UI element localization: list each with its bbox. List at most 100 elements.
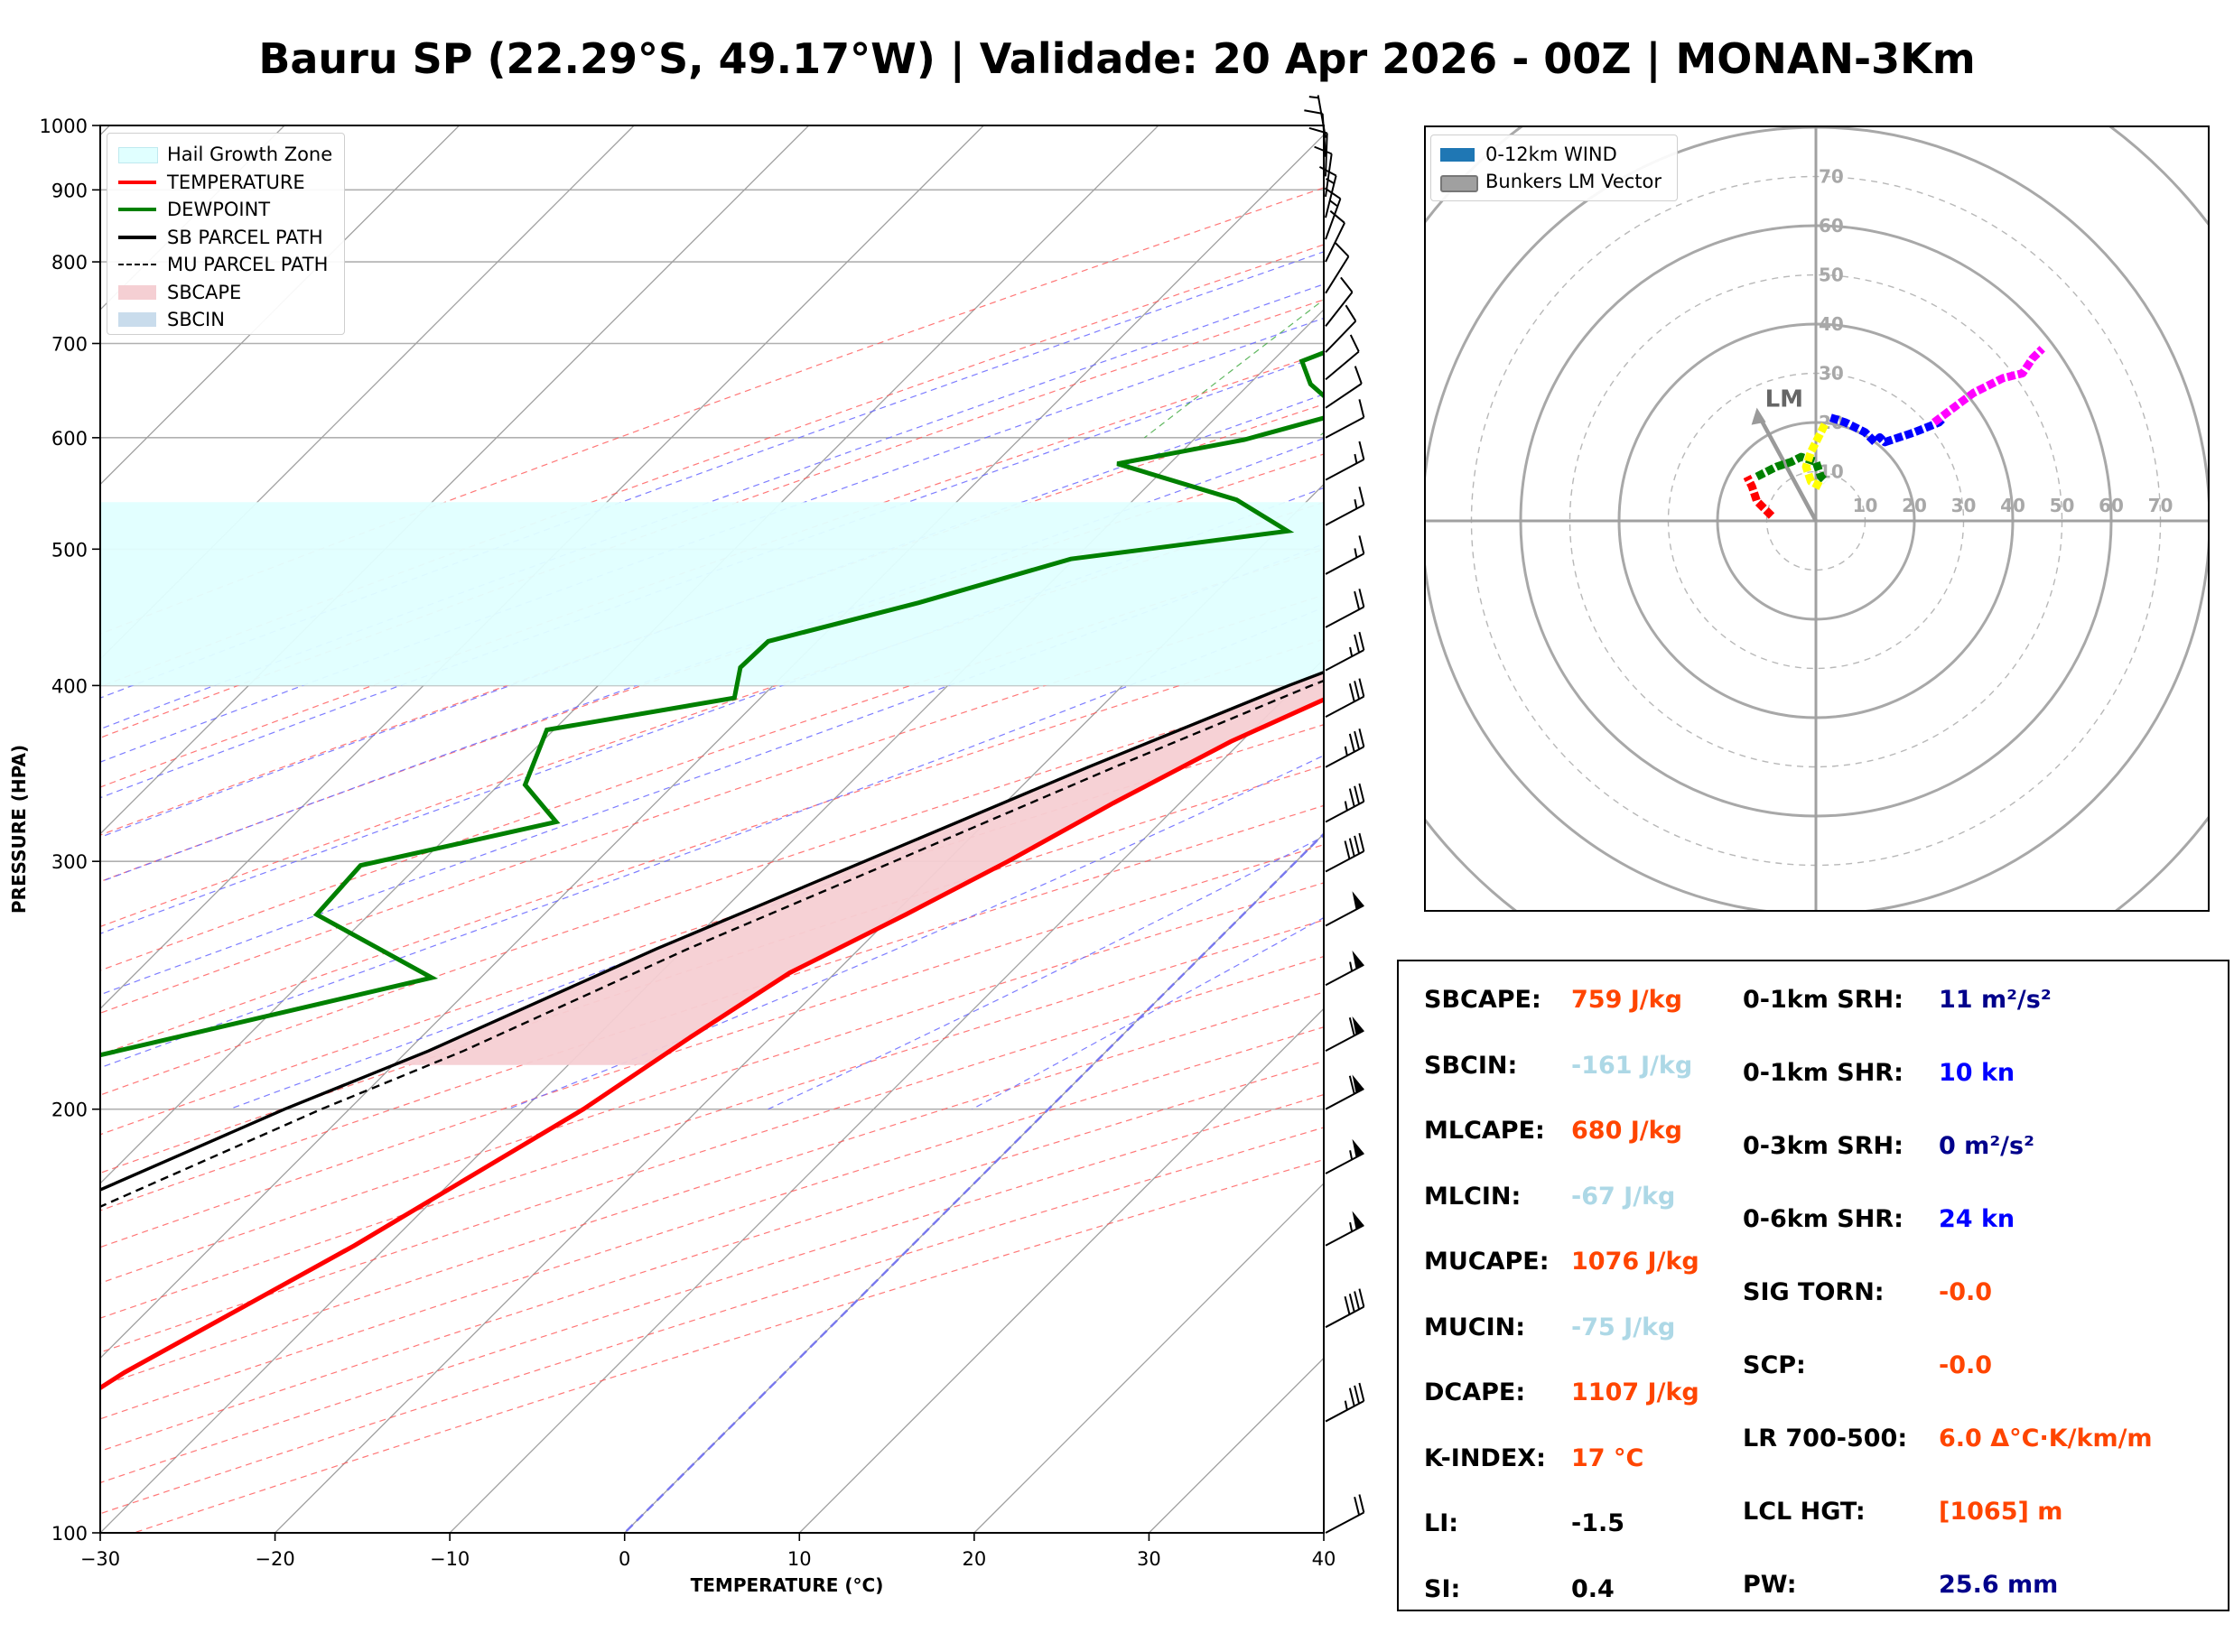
index-label: 0-3km SRH:: [1743, 1132, 1904, 1160]
dry-adiabat: [100, 991, 1324, 1387]
hodograph-ring-label: 10: [1853, 495, 1878, 516]
dry-adiabat: [100, 187, 1324, 635]
index-value: 17 °C: [1571, 1443, 1644, 1472]
wind-barb: [1325, 1138, 1364, 1174]
legend-label: SB PARCEL PATH: [167, 226, 323, 248]
index-label: MUCAPE:: [1424, 1248, 1550, 1276]
wind-barb: [1324, 187, 1342, 240]
index-label: 0-6km SHR:: [1743, 1205, 1904, 1233]
index-label: DCAPE:: [1424, 1378, 1526, 1406]
wind-barb: [1325, 1074, 1364, 1110]
hodograph-frame: [1424, 125, 2210, 912]
y-tick-label: 500: [51, 539, 88, 561]
chart-title: Bauru SP (22.29°S, 49.17°W) | Validade: …: [258, 34, 1976, 83]
wind-barb: [1325, 631, 1365, 672]
dry-adiabat: [100, 682, 1324, 1096]
index-label: MUCIN:: [1424, 1313, 1526, 1341]
y-tick-label: 600: [51, 428, 88, 450]
isotherm-line: [973, 1182, 1324, 1533]
hodograph-ring-label: 20: [1902, 495, 1927, 516]
wind-barb: [1325, 1211, 1364, 1247]
index-value: 24 kn: [1939, 1205, 2015, 1233]
dewpoint-line: [100, 350, 1324, 1058]
dry-adiabat: [100, 844, 1324, 1248]
index-value: -0.0: [1939, 1278, 1993, 1306]
dry-adiabat: [100, 1060, 1324, 1452]
legend-label: DEWPOINT: [167, 199, 271, 220]
wind-barb: [1325, 366, 1363, 409]
wind-barb: [1325, 276, 1354, 328]
dry-adiabat: [100, 352, 1324, 788]
index-label: SBCIN:: [1424, 1051, 1518, 1080]
hodograph-ring-label: 30: [1951, 495, 1977, 516]
hodograph-trace: [1801, 421, 1829, 490]
legend-swatch: [118, 208, 156, 211]
wind-barb: [1325, 535, 1365, 575]
bunkers-lm-vector: [1758, 417, 1818, 523]
wind-barb: [1325, 486, 1365, 526]
index-label: MLCIN:: [1424, 1182, 1522, 1211]
dry-adiabat: [100, 501, 1324, 928]
isotherm-line: [1148, 1357, 1324, 1533]
y-tick-label: 1000: [40, 116, 88, 137]
wind-barb: [1325, 399, 1365, 439]
isotherm-line: [624, 832, 1324, 1533]
wind-barb: [1325, 304, 1357, 353]
wind-barb: [1304, 109, 1326, 157]
y-tick-label: 800: [51, 252, 88, 274]
dry-adiabat: [100, 244, 1324, 688]
dry-adiabat: [100, 1093, 1324, 1484]
legend-swatch: [118, 312, 156, 327]
wind-barb: [1325, 729, 1365, 768]
index-label: LI:: [1424, 1509, 1459, 1537]
wind-barb: [1325, 1382, 1365, 1423]
index-value: 759 J/kg: [1571, 986, 1682, 1014]
legend-swatch: [118, 147, 158, 163]
x-tick-label: −20: [255, 1548, 294, 1570]
moist-adiabat: [100, 251, 1324, 699]
dry-adiabat: [100, 594, 1324, 1014]
isotherm-line: [100, 125, 984, 1010]
hodograph-ring-major: [1617, 322, 2015, 719]
dry-adiabat: [100, 638, 1324, 1055]
isotherm-line: [100, 134, 1324, 1360]
hodograph-ring-label: 40: [2000, 495, 2025, 516]
index-value: 0 m²/s²: [1939, 1132, 2034, 1160]
dry-adiabat: [100, 453, 1324, 883]
index-value: 1076 J/kg: [1571, 1248, 1699, 1276]
index-value: -161 J/kg: [1571, 1051, 1693, 1080]
wind-barb: [1325, 1288, 1365, 1329]
x-tick-label: 10: [787, 1548, 812, 1570]
moist-adiabat: [100, 607, 1324, 1069]
index-value: -0.0: [1939, 1351, 1993, 1379]
x-tick-label: −10: [430, 1548, 470, 1570]
legend-label: 0-12km WIND: [1485, 144, 1617, 165]
skewt-legend: Hail Growth Zone TEMPERATURE DEWPOINT SB PA…: [107, 133, 345, 335]
hodograph-ring-minor: [1667, 372, 1965, 670]
isotherm-line: [449, 658, 1324, 1533]
hodograph-trace: [1755, 452, 1829, 485]
legend-swatch: [1440, 175, 1478, 192]
index-label: 0-1km SRH:: [1743, 986, 1904, 1014]
moist-adiabat: [100, 394, 1324, 839]
hodograph-ring-major: [1519, 224, 2113, 818]
wind-barb: [1325, 209, 1345, 263]
hodograph-ring-label: 10: [1819, 461, 1844, 483]
sb-parcel-line: [100, 670, 1324, 1192]
legend-label: TEMPERATURE: [167, 171, 305, 193]
y-tick-label: 100: [51, 1523, 88, 1545]
isotherm-line: [100, 125, 810, 835]
hodograph-ring-label: 50: [1819, 265, 1844, 286]
index-label: SBCAPE:: [1424, 986, 1541, 1014]
index-label: LR 700-500:: [1743, 1425, 1908, 1452]
x-tick-label: 30: [1137, 1548, 1161, 1570]
dry-adiabat: [100, 1026, 1324, 1420]
wind-barb: [1325, 334, 1360, 381]
y-tick-label: 200: [51, 1100, 88, 1121]
index-label: 0-1km SHR:: [1743, 1059, 1904, 1087]
hodograph-trace: [1829, 413, 1947, 447]
wind-barb: [1325, 891, 1364, 927]
dry-adiabat: [100, 765, 1324, 1174]
y-tick-label: 700: [51, 333, 88, 355]
hodograph-ring-minor: [1717, 422, 1915, 620]
